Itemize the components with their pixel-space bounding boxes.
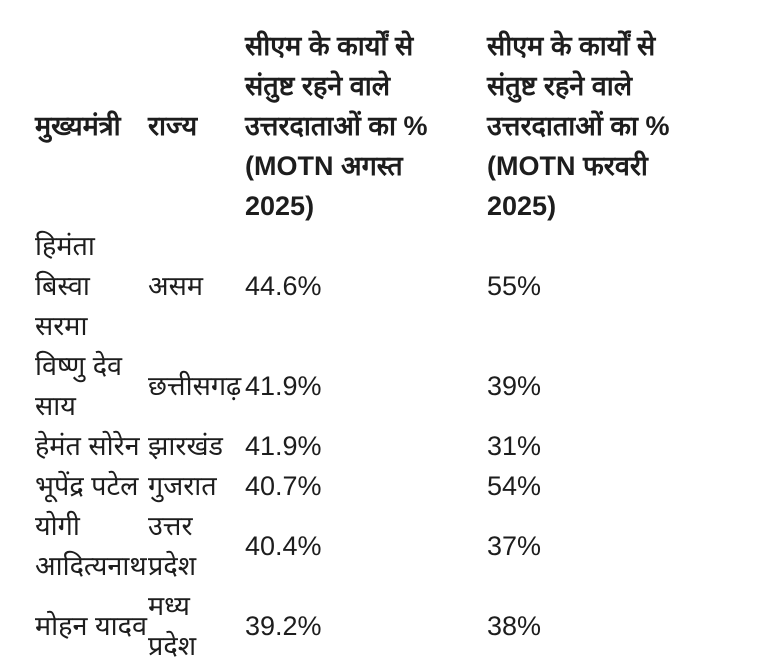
cm-name-cell: हिमंता बिस्वा सरमा: [35, 231, 95, 341]
cm-name-cell: विष्णु देव साय: [35, 351, 123, 421]
state-cell: मध्य प्रदेश: [148, 591, 197, 661]
state-cell: उत्तर प्रदेश: [148, 511, 197, 581]
motn-feb-2025-cell: 39%: [487, 371, 542, 401]
table-row: मोहन यादव मध्य प्रदेश 39.2% 38%: [35, 586, 733, 666]
motn-feb-2025-cell: 38%: [487, 611, 542, 641]
state-cell: झारखंड: [148, 431, 223, 461]
table-row: विष्णु देव साय छत्तीसगढ़ 41.9% 39%: [35, 346, 733, 426]
col-header-state: राज्य: [148, 111, 198, 141]
motn-feb-2025-cell: 31%: [487, 431, 542, 461]
motn-feb-2025-cell: 55%: [487, 271, 542, 301]
motn-feb-2025-cell: 54%: [487, 471, 542, 501]
motn-aug-2025-cell: 40.7%: [245, 471, 322, 501]
state-cell: छत्तीसगढ़: [148, 371, 242, 401]
state-cell: गुजरात: [148, 471, 217, 501]
motn-aug-2025-cell: 39.2%: [245, 611, 322, 641]
cm-satisfaction-table: मुख्यमंत्री राज्य सीएम के कार्यों से संत…: [35, 26, 733, 666]
cm-name-cell: हेमंत सोरेन: [35, 431, 140, 461]
table-row: योगी आदित्यनाथ उत्तर प्रदेश 40.4% 37%: [35, 506, 733, 586]
header-row: मुख्यमंत्री राज्य सीएम के कार्यों से संत…: [35, 26, 733, 226]
table-row: हिमंता बिस्वा सरमा असम 44.6% 55%: [35, 226, 733, 346]
state-cell: असम: [148, 271, 204, 301]
motn-aug-2025-cell: 40.4%: [245, 531, 322, 561]
table-row: हेमंत सोरेन झारखंड 41.9% 31%: [35, 426, 733, 466]
motn-aug-2025-cell: 44.6%: [245, 271, 322, 301]
col-header-motn-feb-2025: सीएम के कार्यों से संतुष्ट रहने वाले उत्…: [487, 31, 670, 221]
motn-aug-2025-cell: 41.9%: [245, 431, 322, 461]
cm-name-cell: भूपेंद्र पटेल: [35, 471, 139, 501]
col-header-motn-aug-2025: सीएम के कार्यों से संतुष्ट रहने वाले उत्…: [245, 31, 428, 221]
cm-name-cell: मोहन यादव: [35, 611, 147, 641]
col-header-cm: मुख्यमंत्री: [35, 111, 121, 141]
table-row: भूपेंद्र पटेल गुजरात 40.7% 54%: [35, 466, 733, 506]
motn-feb-2025-cell: 37%: [487, 531, 542, 561]
cm-name-cell: योगी आदित्यनाथ: [35, 511, 147, 581]
motn-aug-2025-cell: 41.9%: [245, 371, 322, 401]
